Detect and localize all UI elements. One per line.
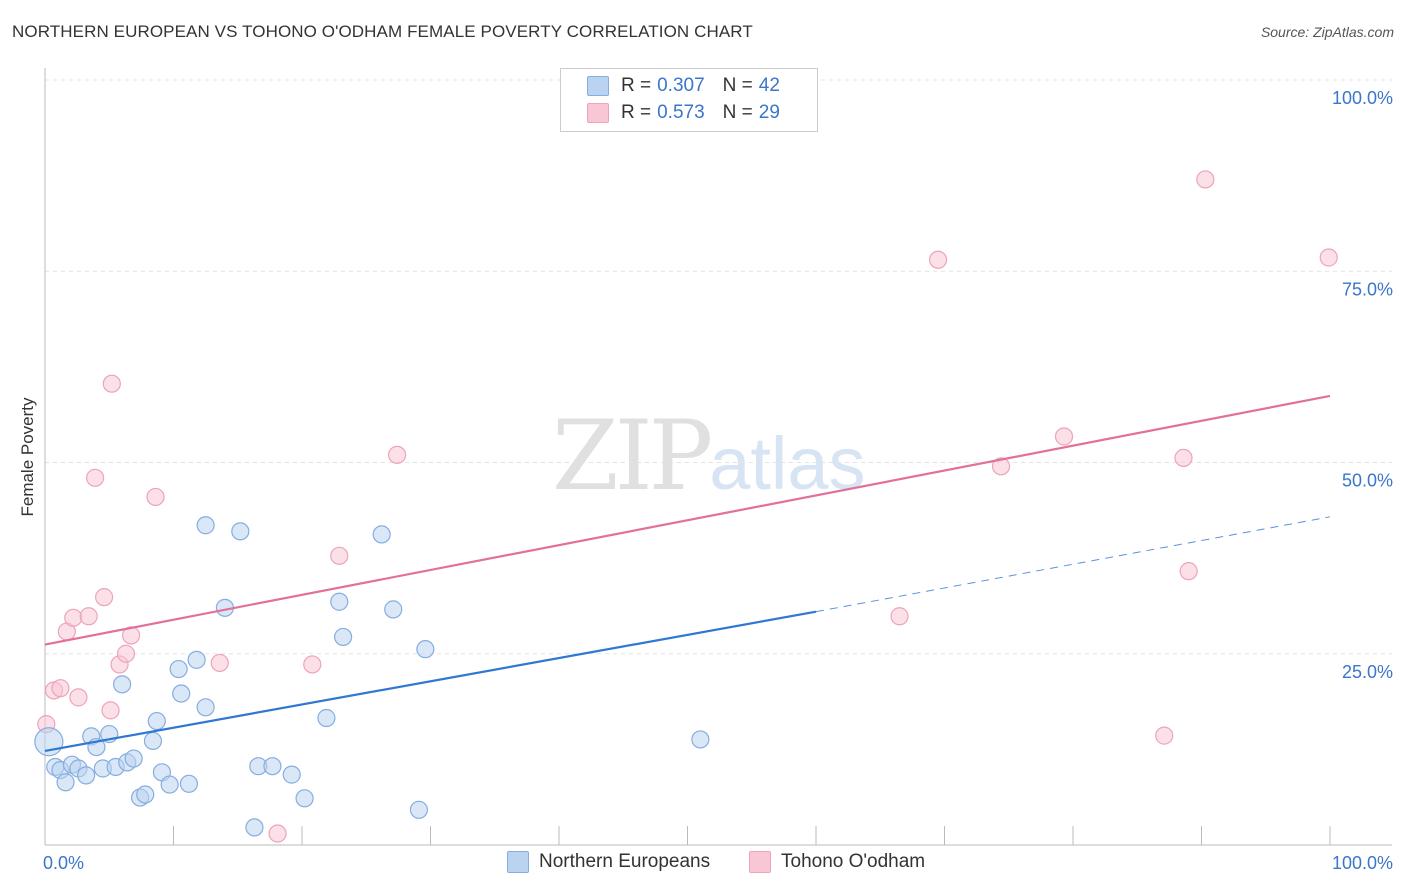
legend-r-label: R =: [621, 75, 652, 96]
northern-europeans-point: [112, 675, 132, 694]
tohono-oodham-point: [101, 701, 120, 720]
northern-europeans-point: [317, 708, 336, 728]
tohono-oodham-point: [146, 487, 165, 507]
tohono-oodham-point: [102, 374, 121, 393]
northern-europeans-point: [160, 775, 179, 794]
northern-europeans-points: [34, 516, 710, 837]
legend-row-northern-europeans: R = 0.307 N = 42: [587, 75, 780, 97]
chart-title: NORTHERN EUROPEAN VS TOHONO O'ODHAM FEMA…: [12, 22, 753, 41]
northern-europeans-trend-extension: [815, 516, 1331, 613]
legend-series-name: Tohono O'odham: [781, 851, 926, 872]
northern-europeans-point: [196, 698, 215, 717]
legend-swatch-blue: [507, 851, 529, 873]
northern-europeans-point: [384, 600, 403, 619]
northern-europeans-point: [179, 774, 199, 793]
tohono-oodham-point: [79, 607, 98, 626]
northern-europeans-point: [77, 766, 96, 785]
tohono-oodham-point: [69, 688, 88, 707]
y-tick-label: 25.0%: [1342, 662, 1393, 682]
tohono-oodham-point: [268, 824, 287, 843]
northern-europeans-point: [416, 640, 435, 659]
tohono-oodham-point: [890, 607, 909, 626]
tohono-oodham-trend-line: [44, 394, 1331, 646]
source-credit: Source: ZipAtlas.com: [1260, 24, 1394, 40]
watermark: ZIPatlas: [552, 400, 866, 512]
stats-legend: R = 0.307 N = 42 R = 0.573 N = 29: [560, 68, 818, 132]
legend-n-value: 29: [758, 102, 780, 123]
y-tick-label: 50.0%: [1342, 471, 1393, 491]
tohono-oodham-point: [1174, 448, 1193, 468]
tohono-oodham-points: [37, 170, 1338, 843]
northern-europeans-point: [187, 650, 206, 669]
legend-swatch-pink: [587, 103, 609, 123]
northern-europeans-point: [334, 627, 353, 647]
tohono-oodham-point: [928, 250, 948, 269]
tohono-oodham-point: [1155, 726, 1174, 745]
northern-europeans-point: [330, 592, 349, 611]
tohono-oodham-point: [387, 445, 407, 464]
tohono-oodham-point: [330, 546, 349, 565]
y-tick-label: 75.0%: [1342, 279, 1393, 299]
watermark-zip: ZIP: [552, 400, 713, 512]
legend-r-value: 0.573: [657, 102, 705, 123]
legend-r-label: R =: [621, 102, 652, 123]
tohono-oodham-point: [95, 588, 114, 607]
x-tick-label: 100.0%: [1332, 853, 1393, 873]
northern-europeans-point: [124, 749, 143, 768]
tohono-oodham-point: [210, 653, 229, 673]
tohono-oodham-point: [1196, 170, 1215, 189]
northern-europeans-point: [282, 765, 301, 784]
tohono-oodham-point: [1319, 248, 1338, 267]
northern-europeans-point: [172, 684, 191, 703]
tohono-oodham-point: [1179, 562, 1198, 581]
northern-europeans-point: [169, 659, 188, 679]
northern-europeans-point: [691, 730, 710, 749]
tohono-oodham-point: [51, 679, 70, 698]
northern-europeans-point: [409, 800, 429, 819]
tohono-oodham-point: [303, 655, 322, 674]
series-legend: Northern Europeans Tohono O'odham: [0, 851, 1406, 877]
northern-europeans-point: [56, 773, 75, 792]
tohono-oodham-point: [1054, 427, 1074, 446]
northern-europeans-point: [231, 522, 250, 541]
northern-europeans-point: [295, 789, 314, 808]
legend-item-northern-europeans: Northern Europeans: [507, 851, 710, 873]
trend-lines: [44, 394, 1331, 752]
northern-europeans-point: [196, 516, 215, 535]
tohono-oodham-point: [86, 468, 105, 487]
y-axis-label: Female Poverty: [18, 397, 37, 517]
legend-item-tohono-oodham: Tohono O'odham: [749, 851, 925, 873]
legend-n-label: N =: [722, 75, 753, 96]
y-tick-label: 100.0%: [1332, 88, 1393, 108]
legend-n-label: N =: [722, 102, 753, 123]
tohono-oodham-point: [64, 608, 83, 627]
legend-series-name: Northern Europeans: [539, 851, 711, 872]
tohono-oodham-point: [991, 457, 1011, 476]
northern-europeans-point: [136, 785, 155, 804]
tick-labels: 25.0% 50.0% 75.0% 100.0% 0.0% 100.0%: [43, 88, 1393, 873]
northern-europeans-point: [143, 731, 163, 751]
northern-europeans-point: [147, 711, 166, 731]
tohono-oodham-point: [116, 644, 136, 663]
legend-swatch-pink: [749, 851, 771, 873]
northern-europeans-trend-line: [44, 610, 817, 752]
x-tick-label: 0.0%: [43, 853, 84, 873]
northern-europeans-point: [34, 727, 64, 757]
northern-europeans-point: [372, 525, 391, 544]
legend-r-value: 0.307: [657, 75, 705, 96]
northern-europeans-point: [245, 818, 264, 837]
legend-row-tohono-oodham: R = 0.573 N = 29: [587, 102, 780, 124]
legend-n-value: 42: [758, 75, 780, 96]
legend-swatch-blue: [587, 76, 609, 96]
northern-europeans-point: [263, 757, 282, 776]
